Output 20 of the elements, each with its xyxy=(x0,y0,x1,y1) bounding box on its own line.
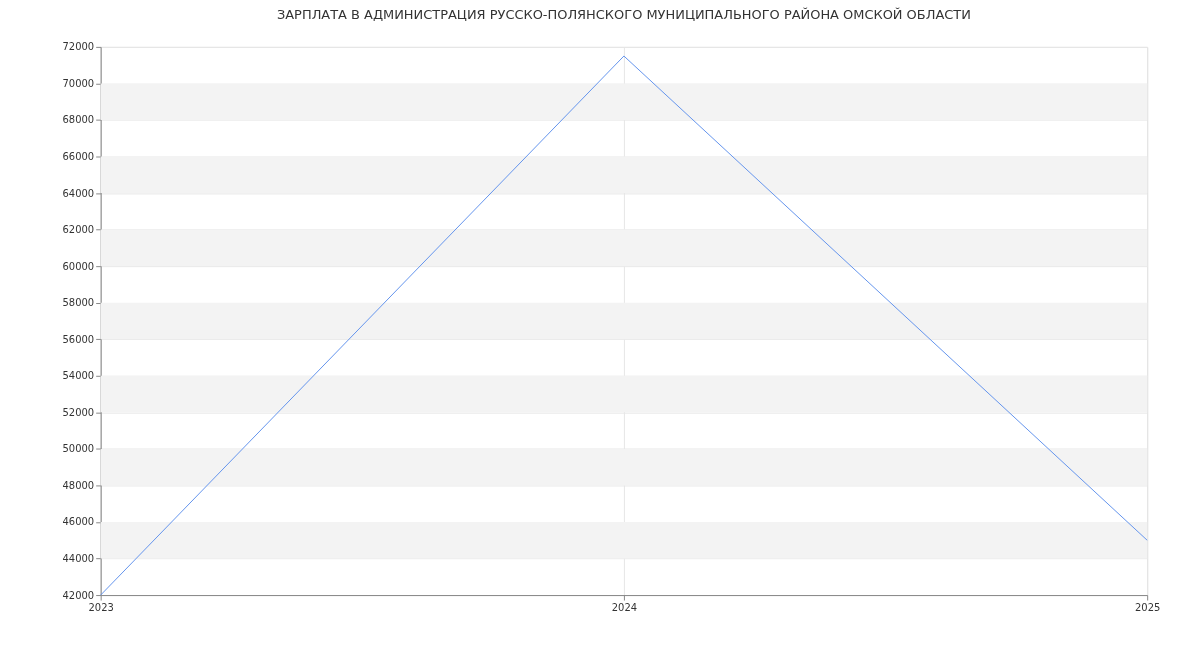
x-tick-label: 2025 xyxy=(1135,601,1161,613)
y-tick-label: 46000 xyxy=(62,516,95,528)
y-tick-label: 58000 xyxy=(62,297,95,309)
chart-title: ЗАРПЛАТА В АДМИНИСТРАЦИЯ РУССКО-ПОЛЯНСКОГО МУНИЦИПАЛЬНОГО РАЙОНА ОМСКОЙ ОБЛАСТИ xyxy=(276,6,971,22)
y-tick-label: 60000 xyxy=(62,260,95,272)
y-tick-label: 56000 xyxy=(62,333,95,345)
y-tick-label: 72000 xyxy=(62,41,95,53)
y-tick-label: 44000 xyxy=(62,553,95,564)
y-tick-label: 48000 xyxy=(62,479,95,491)
y-tick-label: 68000 xyxy=(62,114,95,126)
y-tick-label: 50000 xyxy=(62,443,95,455)
y-tick-label: 52000 xyxy=(62,406,95,418)
x-tick-label: 2024 xyxy=(611,601,638,613)
y-tick-label: 62000 xyxy=(62,224,95,236)
y-tick-label: 66000 xyxy=(62,151,95,162)
y-tick-label: 42000 xyxy=(62,589,95,601)
y-tick-label: 70000 xyxy=(62,77,95,89)
y-tick-label: 54000 xyxy=(62,370,95,382)
x-tick-label: 2023 xyxy=(88,601,114,613)
y-tick-label: 64000 xyxy=(62,187,95,199)
